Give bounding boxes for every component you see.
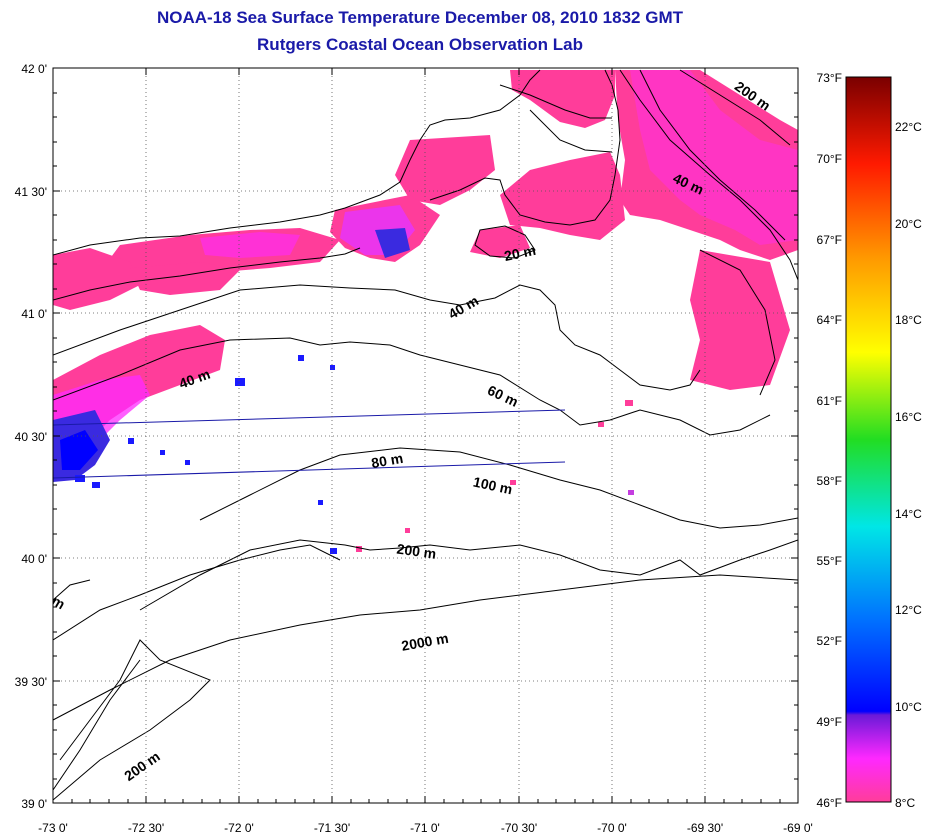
f-tick: 61°F (817, 394, 842, 408)
c-tick: 18°C (895, 313, 922, 327)
f-tick: 49°F (817, 715, 842, 729)
lat-label: 39 30' (15, 675, 47, 689)
lat-label: 39 0' (21, 797, 47, 811)
colorbar: 73°F 70°F 67°F 64°F 61°F 58°F 55°F 52°F … (817, 71, 923, 810)
lat-label: 42 0' (21, 62, 47, 76)
c-tick: 10°C (895, 700, 922, 714)
lon-label: -72 0' (224, 821, 254, 835)
c-tick: 14°C (895, 507, 922, 521)
track-lines (53, 409, 566, 479)
f-tick: 46°F (817, 796, 842, 810)
c-tick: 16°C (895, 410, 922, 424)
lon-label: -69 30' (687, 821, 723, 835)
colorbar-gradient (845, 76, 892, 803)
lon-label: -72 30' (128, 821, 164, 835)
isobaths (53, 69, 798, 801)
lat-lon-grid (53, 68, 798, 803)
f-tick: 73°F (817, 71, 842, 85)
c-tick: 20°C (895, 217, 922, 231)
coastline (53, 69, 621, 301)
lon-label: -70 0' (597, 821, 627, 835)
axis-ticks (52, 68, 798, 803)
f-tick: 64°F (817, 313, 842, 327)
sst-data-layer (53, 70, 798, 554)
isobath-label-20m: 20 m (503, 242, 538, 264)
map-panel: 200 m 40 m 20 m 40 m 40 m 60 m 80 m 100 … (53, 68, 798, 803)
c-tick: 22°C (895, 120, 922, 134)
lon-label: -71 30' (314, 821, 350, 835)
f-tick: 70°F (817, 152, 842, 166)
colorbar-fahrenheit-labels: 73°F 70°F 67°F 64°F 61°F 58°F 55°F 52°F … (817, 71, 842, 810)
lat-label: 41 0' (21, 307, 47, 321)
lat-label: 40 0' (21, 552, 47, 566)
f-tick: 67°F (817, 233, 842, 247)
f-tick: 55°F (817, 554, 842, 568)
f-tick: 58°F (817, 474, 842, 488)
colorbar-celsius-labels: 22°C 20°C 18°C 16°C 14°C 12°C 10°C 8°C (895, 120, 922, 810)
lon-label: -69 0' (783, 821, 813, 835)
isobath-label-80m: 80 m (370, 450, 404, 471)
lon-label: -70 30' (501, 821, 537, 835)
isobath-label-200m-mid: 200 m (396, 540, 438, 561)
lon-label: -73 0' (38, 821, 68, 835)
map-title: NOAA-18 Sea Surface Temperature December… (157, 8, 683, 27)
latitude-labels: 42 0' 41 30' 41 0' 40 30' 40 0' 39 30' 3… (15, 62, 47, 811)
longitude-labels: -73 0' -72 30' -72 0' -71 30' -71 0' -70… (38, 821, 813, 835)
map-subtitle: Rutgers Coastal Ocean Observation Lab (257, 35, 583, 54)
lat-label: 41 30' (15, 185, 47, 199)
f-tick: 52°F (817, 634, 842, 648)
lon-label: -71 0' (410, 821, 440, 835)
c-tick: 8°C (895, 796, 915, 810)
c-tick: 12°C (895, 603, 922, 617)
lat-label: 40 30' (15, 430, 47, 444)
